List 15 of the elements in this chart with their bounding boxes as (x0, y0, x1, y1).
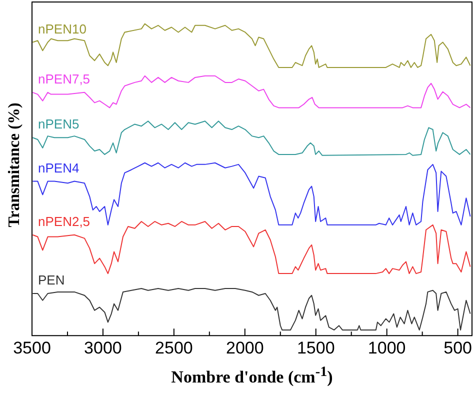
x-axis-title: Nombre d'onde (cm$^{-1}$) (170, 364, 334, 388)
series-label: nPEN10 (38, 21, 86, 36)
series-label: nPEN7,5 (38, 71, 90, 86)
x-tick-label: 3500 (13, 338, 51, 358)
series-label: PEN (38, 272, 65, 288)
x-tick-label: 500 (444, 338, 472, 358)
x-tick-label: 2000 (226, 338, 264, 358)
series-label: nPEN2,5 (38, 214, 90, 229)
x-tick-label: 2500 (155, 338, 193, 358)
y-axis-title: Transmitance (%) (6, 102, 24, 230)
x-tick-label: 1000 (368, 338, 406, 358)
series-label: nPEN5 (38, 116, 80, 132)
series-label: nPEN4 (38, 160, 80, 176)
x-tick-label: 1500 (296, 338, 335, 358)
x-tick-label: 3000 (84, 338, 122, 358)
